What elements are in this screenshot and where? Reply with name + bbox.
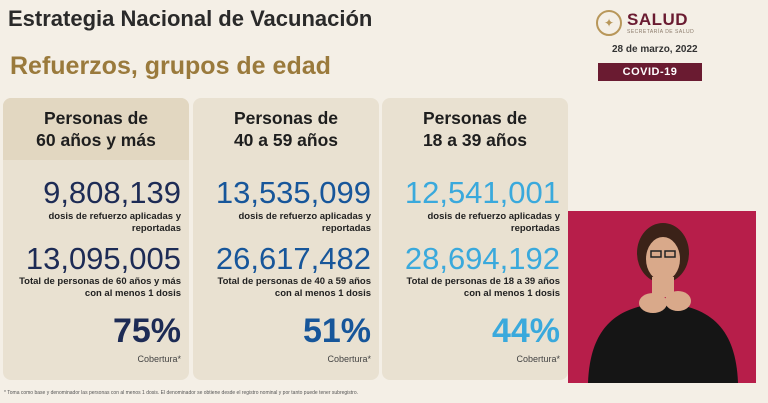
booster-doses-label: dosis de refuerzo aplicadas y reportadas xyxy=(48,211,181,234)
card-18-39: Personas de 18 a 39 años 12,541,001 dosis… xyxy=(382,98,568,380)
footnote: * Toma como base y denominador las perso… xyxy=(4,390,359,396)
booster-doses-value: 12,541,001 xyxy=(404,175,560,210)
total-people-value: 26,617,482 xyxy=(215,241,371,276)
total-people-label: Total de personas de 40 a 59 años con al … xyxy=(217,276,371,299)
salud-logo: ✦ SALUD SECRETARÍA DE SALUD xyxy=(596,6,701,40)
booster-doses-value: 9,808,139 xyxy=(43,175,181,210)
card-title-line1: Personas de xyxy=(233,108,339,128)
page-title: Estrategia Nacional de Vacunación xyxy=(8,6,373,31)
card-title: Personas de 18 a 39 años xyxy=(382,98,568,160)
covid-badge: COVID-19 xyxy=(598,63,702,81)
card-40-59: Personas de 40 a 59 años 13,535,099 dosis… xyxy=(193,98,379,380)
total-people-value: 28,694,192 xyxy=(404,241,560,276)
booster-doses-label: dosis de refuerzo aplicadas y reportadas xyxy=(238,211,371,234)
card-title: Personas de 40 a 59 años xyxy=(193,98,379,160)
total-people-label: Total de personas de 60 años y más con al… xyxy=(19,276,181,299)
booster-doses-label: dosis de refuerzo aplicadas y reportadas xyxy=(427,211,560,234)
sign-language-interpreter-video xyxy=(568,211,756,383)
card-60-plus: Personas de 60 años y más 9,808,139 dosis… xyxy=(3,98,189,380)
total-people-label: Total de personas de 18 a 39 años con al … xyxy=(406,276,560,299)
card-title-line2: 60 años y más xyxy=(36,130,156,150)
total-people-value: 13,095,005 xyxy=(25,241,181,276)
card-title-line2: 18 a 39 años xyxy=(422,130,528,150)
card-title-line2: 40 a 59 años xyxy=(233,130,339,150)
coverage-label: Cobertura* xyxy=(137,354,181,364)
card-title-line1: Personas de xyxy=(43,108,149,128)
page-subtitle: Refuerzos, grupos de edad xyxy=(10,52,331,80)
coverage-label: Cobertura* xyxy=(327,354,371,364)
coverage-percent: 75% xyxy=(112,312,181,350)
card-title-line1: Personas de xyxy=(422,108,528,128)
interpreter-figure xyxy=(568,211,756,383)
report-date: 28 de marzo, 2022 xyxy=(612,44,698,55)
coverage-percent: 44% xyxy=(491,312,560,350)
logo-subtext: SECRETARÍA DE SALUD xyxy=(627,29,695,35)
seal-icon: ✦ xyxy=(596,10,622,36)
logo-text: SALUD xyxy=(627,10,689,29)
card-title: Personas de 60 años y más xyxy=(3,98,189,160)
coverage-label: Cobertura* xyxy=(516,354,560,364)
coverage-percent: 51% xyxy=(302,312,371,350)
booster-doses-value: 13,535,099 xyxy=(215,175,371,210)
